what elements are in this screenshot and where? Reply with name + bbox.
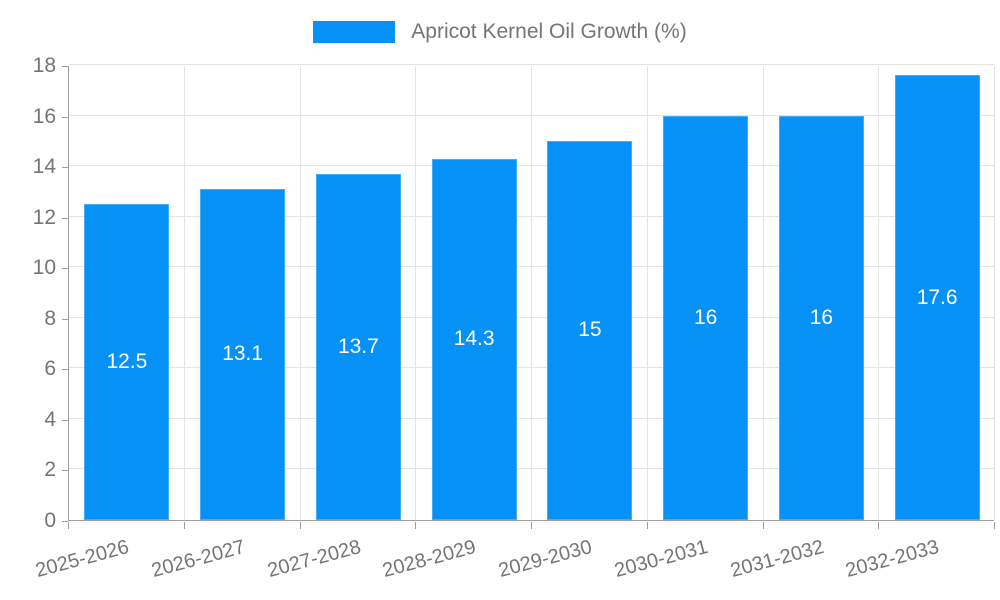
legend-swatch — [313, 21, 396, 43]
y-tick-label: 4 — [44, 407, 56, 431]
y-tick-mark — [62, 521, 68, 522]
x-gridline — [531, 66, 532, 520]
bar[interactable] — [84, 204, 170, 520]
x-tick-mark — [299, 522, 301, 529]
x-tick-mark — [68, 522, 69, 529]
legend-label: Apricot Kernel Oil Growth (%) — [411, 20, 687, 43]
x-category-label: 2028-2029 — [380, 536, 479, 583]
y-tick-mark — [62, 217, 68, 219]
x-category-label: 2030-2031 — [612, 536, 711, 583]
y-tick-label: 18 — [32, 54, 56, 77]
x-tick-mark — [646, 522, 648, 529]
x-gridline — [183, 66, 185, 520]
x-tick-mark — [762, 522, 764, 529]
x-gridline — [415, 66, 417, 520]
bar[interactable] — [894, 75, 980, 520]
bar[interactable] — [315, 173, 401, 520]
x-tick-mark — [994, 522, 995, 529]
y-tick-label: 12 — [32, 205, 56, 229]
x-gridline — [878, 66, 880, 520]
y-tick-label: 10 — [32, 256, 56, 280]
y-tick-mark — [62, 167, 68, 169]
plot-area: 12.5 13.1 13.7 14.3 15 16 16 17.6 — [68, 64, 995, 521]
x-tick-mark — [415, 522, 417, 529]
y-tick-mark — [62, 470, 68, 472]
y-tick-label: 16 — [32, 104, 56, 128]
x-category-label: 2025-2026 — [33, 536, 132, 583]
x-tick-mark — [531, 522, 532, 529]
x-category-label: 2029-2030 — [496, 536, 595, 583]
y-tick-label: 2 — [44, 458, 56, 482]
bar[interactable] — [547, 140, 633, 520]
y-tick-label: 6 — [44, 357, 56, 381]
y-tick-mark — [62, 369, 68, 371]
x-gridline — [299, 66, 301, 520]
y-tick-label: 0 — [44, 509, 56, 532]
y-tick-mark — [62, 318, 68, 320]
y-tick-label: 14 — [32, 155, 56, 179]
x-gridline — [762, 66, 764, 520]
x-gridline — [994, 66, 995, 520]
y-tick-mark — [62, 268, 68, 270]
y-tick-mark — [62, 66, 68, 67]
x-category-label: 2027-2028 — [264, 536, 364, 583]
bar[interactable] — [200, 188, 286, 520]
x-category-label: 2026-2027 — [149, 536, 248, 583]
x-category-label: 2031-2032 — [727, 536, 827, 583]
x-category-label: 2032-2033 — [843, 536, 942, 583]
y-gridline — [69, 64, 994, 65]
x-tick-mark — [183, 522, 185, 529]
bar[interactable] — [431, 158, 517, 520]
y-tick-label: 8 — [44, 306, 56, 330]
y-tick-mark — [62, 116, 68, 118]
x-gridline — [646, 66, 648, 520]
bar[interactable] — [778, 115, 864, 520]
x-tick-mark — [878, 522, 880, 529]
y-tick-mark — [62, 419, 68, 421]
chart-legend: Apricot Kernel Oil Growth (%) — [0, 20, 1000, 44]
bar[interactable] — [663, 115, 749, 520]
